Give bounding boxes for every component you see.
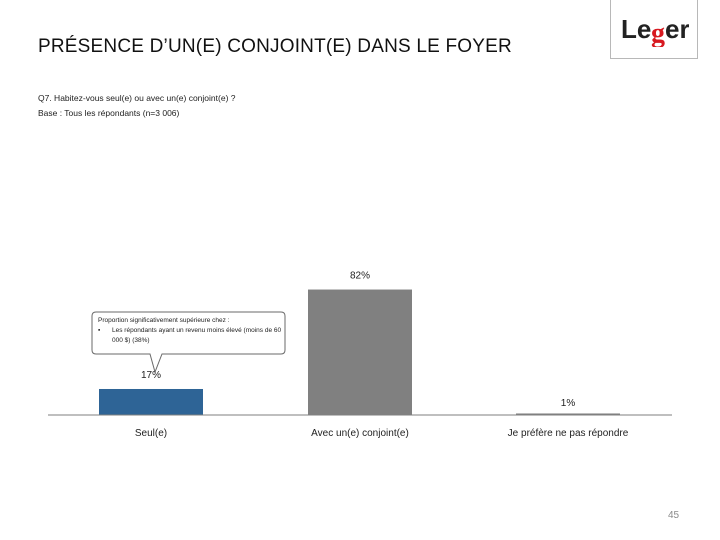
- svg-text:Le: Le: [621, 14, 651, 44]
- page-title: PRÉSENCE D’UN(E) CONJOINT(E) DANS LE FOY…: [38, 36, 512, 57]
- bar-2: [516, 413, 620, 415]
- bullet-icon: ▪: [98, 327, 101, 334]
- base-text: Base : Tous les répondants (n=3 006): [38, 108, 180, 118]
- bar-1: [308, 289, 412, 415]
- leger-logo-mark: Le g er: [621, 14, 689, 47]
- data-label-2: 1%: [561, 398, 576, 409]
- category-label-2: Je préfère ne pas répondre: [508, 428, 629, 439]
- data-label-1: 82%: [350, 271, 370, 282]
- callout-box: Proportion significativement supérieure …: [98, 316, 288, 346]
- leger-logo: Le g er: [610, 0, 698, 59]
- category-label-0: Seul(e): [135, 428, 167, 439]
- data-label-0: 17%: [141, 370, 161, 381]
- bar-0: [99, 388, 203, 415]
- svg-text:er: er: [665, 14, 689, 44]
- callout-bubble: [91, 311, 286, 374]
- svg-text:g: g: [651, 18, 665, 47]
- callout-bullet: ▪ Les répondants ayant un revenu moins é…: [98, 326, 288, 346]
- callout-bullet-text: Les répondants ayant un revenu moins éle…: [112, 327, 282, 344]
- page-number: 45: [668, 510, 680, 521]
- callout-heading: Proportion significativement supérieure …: [98, 317, 230, 324]
- question-text: Q7. Habitez-vous seul(e) ou avec un(e) c…: [38, 93, 236, 103]
- category-label-1: Avec un(e) conjoint(e): [311, 428, 409, 439]
